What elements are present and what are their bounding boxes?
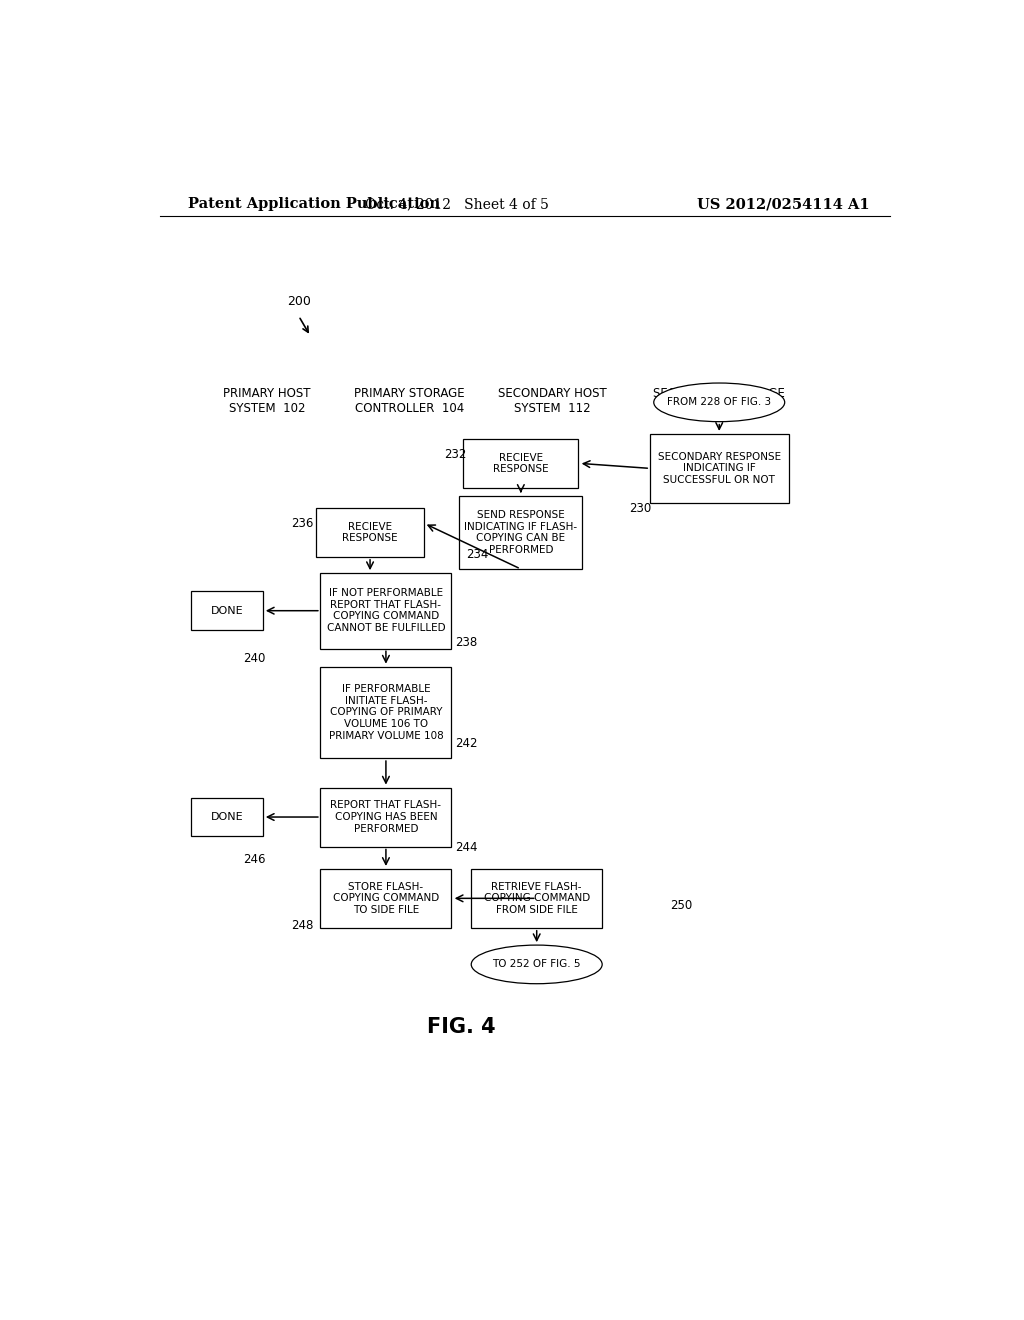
Text: REPORT THAT FLASH-
COPYING HAS BEEN
PERFORMED: REPORT THAT FLASH- COPYING HAS BEEN PERF… xyxy=(331,800,441,834)
Text: 238: 238 xyxy=(455,636,477,648)
Text: DONE: DONE xyxy=(211,606,244,615)
FancyBboxPatch shape xyxy=(321,788,452,846)
FancyBboxPatch shape xyxy=(191,797,263,837)
Text: FIG. 4: FIG. 4 xyxy=(427,1018,496,1038)
Text: DONE: DONE xyxy=(211,812,244,822)
Text: IF NOT PERFORMABLE
REPORT THAT FLASH-
COPYING COMMAND
CANNOT BE FULFILLED: IF NOT PERFORMABLE REPORT THAT FLASH- CO… xyxy=(327,589,445,634)
FancyBboxPatch shape xyxy=(463,440,579,487)
Text: Patent Application Publication: Patent Application Publication xyxy=(187,197,439,211)
FancyBboxPatch shape xyxy=(460,496,583,569)
Text: TO 252 OF FIG. 5: TO 252 OF FIG. 5 xyxy=(493,960,581,969)
Text: 244: 244 xyxy=(455,841,477,854)
Text: US 2012/0254114 A1: US 2012/0254114 A1 xyxy=(697,197,870,211)
Text: Oct. 4, 2012   Sheet 4 of 5: Oct. 4, 2012 Sheet 4 of 5 xyxy=(366,197,549,211)
Text: FROM 228 OF FIG. 3: FROM 228 OF FIG. 3 xyxy=(668,397,771,408)
Text: 236: 236 xyxy=(291,517,313,529)
Text: 232: 232 xyxy=(444,447,467,461)
Text: RETRIEVE FLASH-
COPYING COMMAND
FROM SIDE FILE: RETRIEVE FLASH- COPYING COMMAND FROM SID… xyxy=(483,882,590,915)
FancyBboxPatch shape xyxy=(321,573,452,649)
FancyBboxPatch shape xyxy=(316,508,424,557)
Text: SECONDARY RESPONSE
INDICATING IF
SUCCESSFUL OR NOT: SECONDARY RESPONSE INDICATING IF SUCCESS… xyxy=(657,451,780,484)
FancyBboxPatch shape xyxy=(471,869,602,928)
Text: 242: 242 xyxy=(455,738,477,750)
Text: 240: 240 xyxy=(243,652,265,665)
Text: 230: 230 xyxy=(630,502,652,515)
Text: PRIMARY HOST
SYSTEM  102: PRIMARY HOST SYSTEM 102 xyxy=(223,387,310,414)
Text: RECIEVE
RESPONSE: RECIEVE RESPONSE xyxy=(342,521,398,544)
Ellipse shape xyxy=(653,383,784,421)
FancyBboxPatch shape xyxy=(321,869,452,928)
Text: SECONDARY STORAGE
CONTROLLER  114: SECONDARY STORAGE CONTROLLER 114 xyxy=(653,387,785,414)
Text: RECIEVE
RESPONSE: RECIEVE RESPONSE xyxy=(493,453,549,474)
Text: 248: 248 xyxy=(291,919,313,932)
Text: 246: 246 xyxy=(243,853,265,866)
Text: STORE FLASH-
COPYING COMMAND
TO SIDE FILE: STORE FLASH- COPYING COMMAND TO SIDE FIL… xyxy=(333,882,439,915)
Text: 234: 234 xyxy=(466,548,488,561)
Text: PRIMARY STORAGE
CONTROLLER  104: PRIMARY STORAGE CONTROLLER 104 xyxy=(354,387,465,414)
Text: 250: 250 xyxy=(670,899,692,912)
Text: 200: 200 xyxy=(287,294,310,308)
FancyBboxPatch shape xyxy=(650,434,788,503)
Text: SECONDARY HOST
SYSTEM  112: SECONDARY HOST SYSTEM 112 xyxy=(499,387,607,414)
Text: IF PERFORMABLE
INITIATE FLASH-
COPYING OF PRIMARY
VOLUME 106 TO
PRIMARY VOLUME 1: IF PERFORMABLE INITIATE FLASH- COPYING O… xyxy=(329,684,443,741)
Text: SEND RESPONSE
INDICATING IF FLASH-
COPYING CAN BE
PERFORMED: SEND RESPONSE INDICATING IF FLASH- COPYI… xyxy=(464,510,578,554)
Ellipse shape xyxy=(471,945,602,983)
FancyBboxPatch shape xyxy=(321,667,452,758)
FancyBboxPatch shape xyxy=(191,591,263,630)
